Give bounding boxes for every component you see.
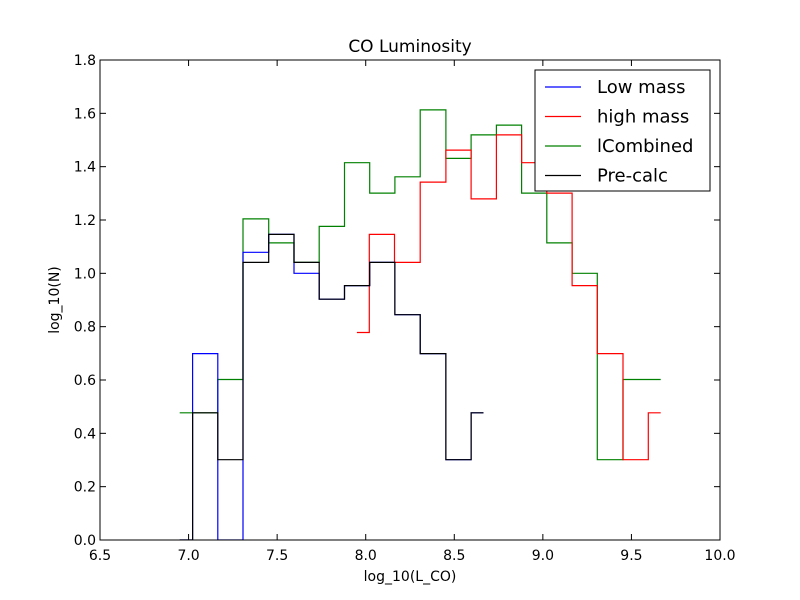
y-tick-label: 1.8 (74, 53, 96, 69)
x-tick-label: 10.0 (704, 548, 735, 564)
series-layer (179, 109, 661, 540)
legend-label: Low mass (597, 77, 686, 98)
legend: Low mass high mass lCombined Pre-calc (534, 69, 711, 192)
y-tick-labels: 0.0 0.2 0.4 0.6 0.8 1.0 1.2 1.4 1.6 1.8 (74, 53, 96, 549)
y-tick-label: 1.4 (74, 160, 96, 176)
y-tick-label: 0.8 (74, 320, 96, 336)
y-tick-label: 0.4 (74, 426, 96, 442)
chart-title: CO Luminosity (348, 37, 471, 57)
y-tick-label: 1.0 (74, 266, 96, 282)
x-tick-label: 8.5 (443, 548, 465, 564)
legend-box (534, 69, 711, 192)
x-tick-labels: 6.5 7.0 7.5 8.0 8.5 9.0 9.5 10.0 (89, 548, 736, 564)
legend-items: Low mass high mass lCombined Pre-calc (545, 77, 693, 187)
y-tick-label: 0.2 (74, 480, 96, 496)
y-tick-label: 0.0 (74, 533, 96, 549)
y-axis-title: log_10(N) (47, 266, 63, 334)
x-tick-label: 9.0 (532, 548, 554, 564)
plot-frame (99, 59, 721, 541)
x-tick-label: 6.5 (89, 548, 111, 564)
legend-label: high mass (597, 107, 689, 128)
x-tick-label: 8.0 (355, 548, 377, 564)
series-line-pre-calc (179, 233, 484, 540)
legend-label: Pre-calc (597, 166, 668, 187)
y-tick-label: 0.6 (74, 373, 96, 389)
x-tick-label: 7.0 (177, 548, 199, 564)
series-line-high-mass (356, 134, 661, 461)
ticks-layer (99, 59, 721, 541)
x-axis-title: log_10(L_CO) (364, 569, 457, 585)
series-line-low-mass (179, 233, 484, 540)
y-tick-label: 1.2 (74, 213, 96, 229)
x-tick-label: 9.5 (620, 548, 642, 564)
x-tick-label: 7.5 (266, 548, 288, 564)
y-tick-label: 1.6 (74, 106, 96, 122)
legend-label: lCombined (597, 136, 693, 157)
